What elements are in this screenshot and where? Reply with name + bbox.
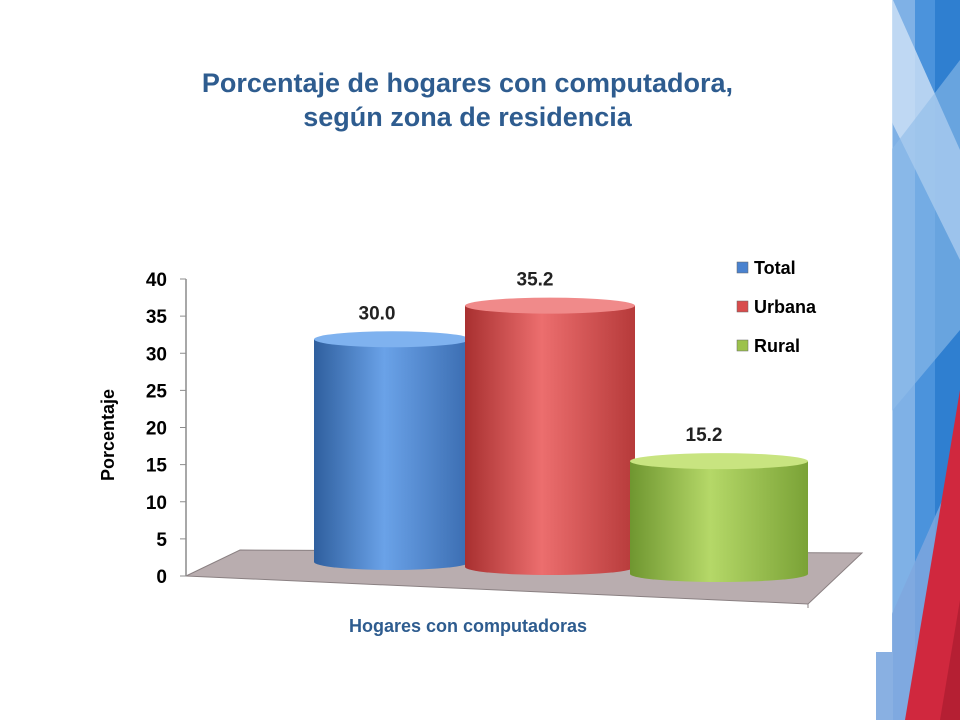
legend-label-rural: Rural xyxy=(754,336,800,356)
y-tick-label: 0 xyxy=(156,567,167,588)
y-tick-label: 35 xyxy=(146,307,168,328)
bar-value-label: 35.2 xyxy=(517,270,554,291)
chart-title: Porcentaje de hogares con computadora, s… xyxy=(0,66,935,134)
y-tick-label: 15 xyxy=(146,456,168,477)
bar-body xyxy=(465,305,635,575)
y-tick-label: 25 xyxy=(146,381,168,402)
y-tick-label: 5 xyxy=(156,530,167,551)
bar-rural: 15.2 xyxy=(630,425,808,582)
chart-legend: Total Urbana Rural xyxy=(736,258,817,356)
legend-label-urbana: Urbana xyxy=(754,297,817,317)
bar-body xyxy=(314,339,470,570)
bar-cap xyxy=(630,453,808,470)
bar-cap xyxy=(314,331,470,348)
bar-series: 30.0 35.2 15.2 xyxy=(314,270,808,582)
chart-title-line-2: según zona de residencia xyxy=(303,102,632,132)
bar-value-label: 30.0 xyxy=(359,303,396,324)
y-tick-label: 10 xyxy=(146,493,167,514)
bar-body xyxy=(630,461,808,582)
legend-swatch-total xyxy=(736,261,749,274)
bar-urbana: 35.2 xyxy=(465,270,635,575)
x-axis-title: Hogares con computadoras xyxy=(349,616,587,636)
y-axis-ticks: 0 5 10 15 20 25 30 35 40 xyxy=(146,270,186,588)
y-axis-title: Porcentaje xyxy=(98,389,118,481)
bar-value-label: 15.2 xyxy=(686,425,723,446)
bar-total: 30.0 xyxy=(314,303,470,570)
chart-title-line-1: Porcentaje de hogares con computadora, xyxy=(201,68,734,98)
legend-label-total: Total xyxy=(754,258,796,278)
y-tick-label: 20 xyxy=(146,419,167,440)
y-tick-label: 40 xyxy=(146,270,167,291)
legend-swatch-rural xyxy=(736,339,749,352)
y-tick-label: 30 xyxy=(146,344,167,365)
bar-cap xyxy=(465,297,635,314)
legend-swatch-urbana xyxy=(736,300,749,313)
